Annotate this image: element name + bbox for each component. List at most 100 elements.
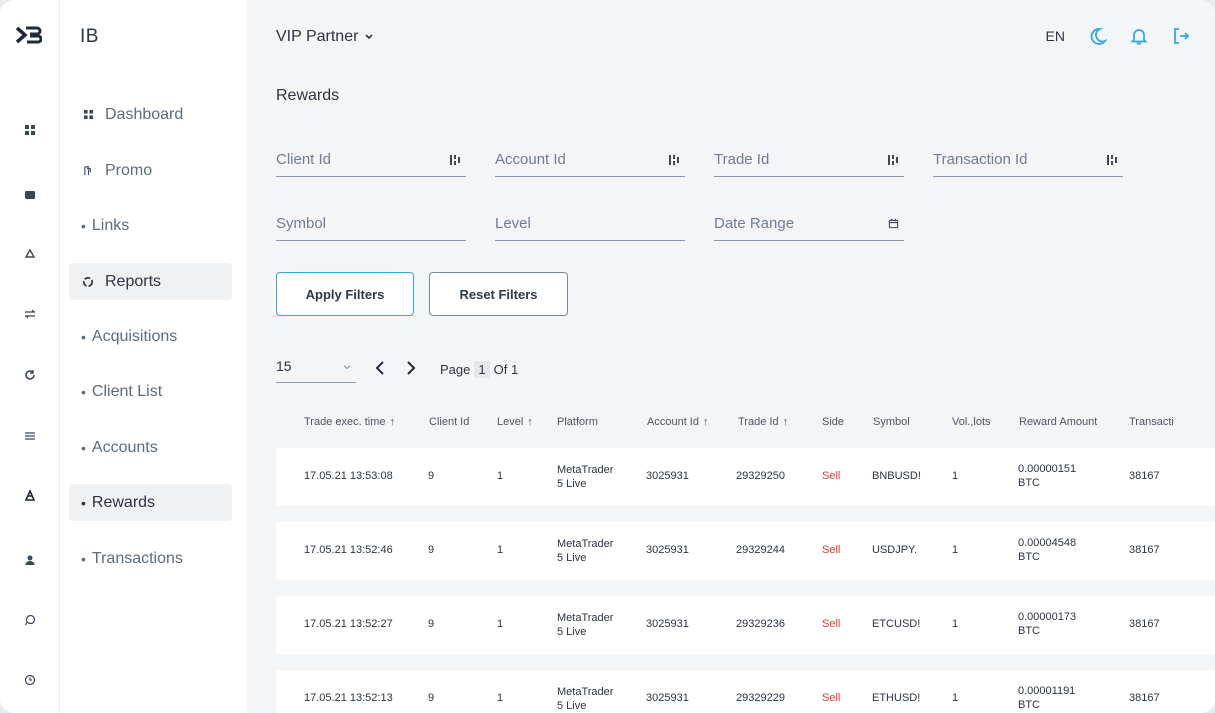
cell-account-id: 3025931 <box>646 470 689 482</box>
bullet-icon: • <box>81 217 86 234</box>
user-icon[interactable] <box>22 552 38 568</box>
table-row[interactable]: 17.05.21 13:52:46 9 1 MetaTrader 5 Live 3… <box>276 522 1215 580</box>
partner-select-value: VIP Partner <box>276 28 359 45</box>
col-label: Reward Amount <box>1019 416 1098 428</box>
sidebar-item-promo[interactable]: Promo <box>69 152 232 189</box>
cell-symbol: USDJPY. <box>872 544 918 556</box>
col-volume[interactable]: Vol.,lots <box>952 416 991 428</box>
col-platform[interactable]: Platform <box>557 416 598 428</box>
col-account-id[interactable]: Account Id ↑ <box>647 416 708 428</box>
partner-select[interactable]: VIP Partner <box>276 28 374 46</box>
col-side[interactable]: Side <box>822 416 844 428</box>
col-client-id[interactable]: Client Id <box>429 416 469 428</box>
dashboard-icon[interactable] <box>22 122 38 138</box>
cell-client-id: 9 <box>428 692 435 704</box>
date-range-placeholder: Date Range <box>714 215 795 232</box>
level-placeholder: Level <box>495 215 531 232</box>
col-reward-amount[interactable]: Reward Amount <box>1019 416 1097 428</box>
date-range-field[interactable]: Date Range <box>714 211 904 241</box>
sidebar-item-accounts[interactable]: • Accounts <box>69 429 232 466</box>
table-row[interactable]: 17.05.21 13:52:13 9 1 MetaTrader 5 Live 3… <box>276 670 1215 713</box>
reward-currency: BTC <box>1018 625 1040 637</box>
sidebar-item-dashboard[interactable]: Dashboard <box>69 96 232 133</box>
sidebar-item-label: Acquisitions <box>91 327 178 345</box>
clock-icon[interactable] <box>22 672 38 688</box>
col-transaction[interactable]: Transacti <box>1129 416 1174 428</box>
sort-arrow-icon: ↑ <box>527 416 533 428</box>
bullet-icon: • <box>81 494 86 511</box>
platform-line: 5 Live <box>557 552 587 564</box>
moon-icon[interactable] <box>1087 26 1107 46</box>
cell-volume: 1 <box>952 544 959 556</box>
transfer-icon[interactable] <box>22 306 38 322</box>
col-label: Transacti <box>1129 416 1174 428</box>
chevron-down-icon[interactable] <box>342 362 352 372</box>
reward-amount: 0.00000151 <box>1018 463 1077 475</box>
transaction-id-placeholder: Transaction Id <box>933 151 1028 168</box>
account-id-field[interactable]: Account Id <box>495 147 685 177</box>
col-trade-id[interactable]: Trade Id ↑ <box>738 416 788 428</box>
list-icon[interactable] <box>22 428 38 444</box>
col-label: Platform <box>557 416 598 428</box>
bell-icon[interactable] <box>1129 26 1149 46</box>
current-page-input[interactable]: 1 <box>474 361 490 378</box>
refresh-icon[interactable] <box>22 367 38 383</box>
sidebar-item-reports[interactable]: Reports <box>69 263 232 300</box>
table-row[interactable]: 17.05.21 13:53:08 9 1 MetaTrader 5 Live 3… <box>276 448 1215 506</box>
cell-symbol: BNBUSD! <box>872 470 921 482</box>
cell-side: Sell <box>822 544 841 556</box>
cell-symbol: ETHUSD! <box>872 692 921 704</box>
trade-id-field[interactable]: Trade Id <box>714 147 904 177</box>
logout-icon[interactable] <box>1171 26 1191 46</box>
cell-volume: 1 <box>952 470 959 482</box>
platform-line: MetaTrader <box>557 612 614 624</box>
cell-symbol: ETCUSD! <box>872 618 921 630</box>
cell-time: 17.05.21 13:52:46 <box>304 544 393 556</box>
id-scan-icon <box>667 153 681 167</box>
col-label: Trade Id <box>738 416 779 428</box>
chevron-right-icon[interactable] <box>404 360 418 376</box>
sidebar-item-links[interactable]: • Links <box>69 207 232 244</box>
cell-side: Sell <box>822 618 841 630</box>
client-id-field[interactable]: Client Id <box>276 147 466 177</box>
symbol-field[interactable]: Symbol <box>276 211 466 241</box>
cell-platform: MetaTrader 5 Live <box>557 463 613 491</box>
sidebar-item-transactions[interactable]: • Transactions <box>69 540 232 577</box>
transaction-id-field[interactable]: Transaction Id <box>933 147 1123 177</box>
chevron-left-icon[interactable] <box>373 360 387 376</box>
sidebar-item-client-list[interactable]: • Client List <box>69 373 232 410</box>
sidebar-item-label: Accounts <box>91 438 158 456</box>
chat-icon[interactable] <box>22 612 38 628</box>
level-field[interactable]: Level <box>495 211 685 241</box>
chevron-down-icon <box>365 34 373 40</box>
wallet-icon[interactable] <box>22 187 38 203</box>
cell-side: Sell <box>822 692 841 704</box>
id-scan-icon <box>448 153 462 167</box>
col-trade-exec-time[interactable]: Trade exec. time ↑ <box>304 416 395 428</box>
col-label: Level <box>497 416 524 428</box>
calendar-icon[interactable] <box>886 217 900 231</box>
cell-reward: 0.00001191 BTC <box>1018 684 1075 712</box>
reward-currency: BTC <box>1018 551 1040 563</box>
reset-filters-button[interactable]: Reset Filters <box>429 272 568 316</box>
language-switch[interactable]: EN <box>1045 28 1065 44</box>
cell-level: 1 <box>497 544 504 556</box>
cell-reward: 0.00004548 BTC <box>1018 536 1076 564</box>
sidebar-item-label: Promo <box>105 161 153 179</box>
sidebar-item-label: Links <box>91 216 130 234</box>
bullet-icon: • <box>81 328 86 345</box>
cell-trade-id: 29329244 <box>736 544 785 556</box>
cell-account-id: 3025931 <box>646 618 689 630</box>
reports-icon[interactable] <box>22 487 38 503</box>
apply-filters-button[interactable]: Apply Filters <box>276 272 414 316</box>
sidebar-item-acquisitions[interactable]: • Acquisitions <box>69 318 232 355</box>
recycle-icon[interactable] <box>22 246 38 262</box>
per-page-select[interactable]: 15 <box>276 358 292 374</box>
col-level[interactable]: Level ↑ <box>497 416 533 428</box>
bullet-icon: • <box>81 383 86 400</box>
col-symbol[interactable]: Symbol <box>873 416 910 428</box>
sidebar-item-rewards[interactable]: • Rewards <box>69 484 232 521</box>
cell-transaction: 38167 <box>1129 470 1160 482</box>
table-row[interactable]: 17.05.21 13:52:27 9 1 MetaTrader 5 Live 3… <box>276 596 1215 654</box>
